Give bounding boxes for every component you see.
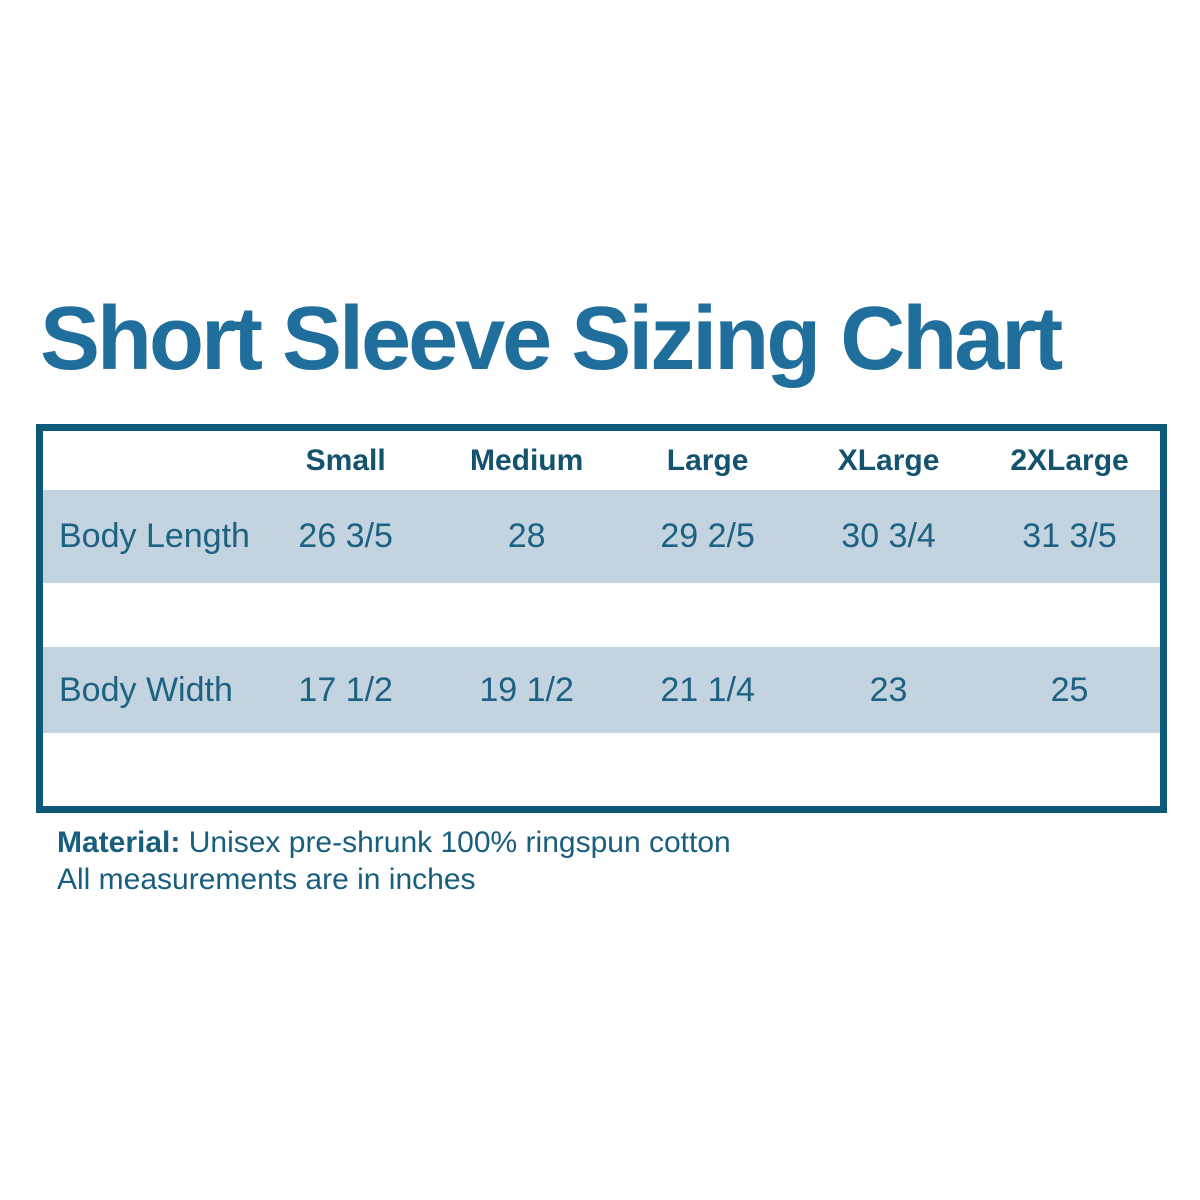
row-label-body-length: Body Length (59, 517, 250, 555)
spacer-row (43, 583, 1160, 647)
column-header-xlarge: XLarge (837, 443, 940, 477)
cell-body-length-xlarge: 30 3/4 (841, 517, 936, 555)
material-value: Unisex pre-shrunk 100% ringspun cotton (188, 826, 731, 859)
column-header-large: Large (666, 443, 749, 477)
cell-body-length-large: 29 2/5 (660, 517, 755, 555)
material-label: Material: (57, 826, 181, 859)
material-line: Material: Unisex pre-shrunk 100% ringspu… (57, 824, 731, 861)
row-label-body-width: Body Width (59, 670, 233, 709)
header-empty-cell (43, 431, 255, 490)
cell-body-width-2xlarge: 25 (1050, 670, 1089, 709)
table-header-row: Small Medium Large XLarge 2XLarge (43, 431, 1160, 490)
cell-body-length-medium: 28 (507, 517, 546, 555)
table-row-body-width: Body Width 17 1/2 19 1/2 21 1/4 23 25 (43, 647, 1160, 733)
cell-body-length-2xlarge: 31 3/5 (1022, 517, 1117, 555)
sizing-table: Small Medium Large XLarge 2XLarge Body L… (36, 424, 1167, 813)
footer-notes: Material: Unisex pre-shrunk 100% ringspu… (57, 824, 731, 898)
cell-body-width-xlarge: 23 (869, 670, 908, 709)
page-title: Short Sleeve Sizing Chart (40, 289, 1063, 389)
column-header-2xlarge: 2XLarge (1010, 443, 1129, 477)
cell-body-width-small: 17 1/2 (298, 670, 393, 709)
cell-body-width-medium: 19 1/2 (479, 670, 574, 709)
table-row-body-length: Body Length 26 3/5 28 29 2/5 30 3/4 31 3… (43, 490, 1160, 583)
column-header-medium: Medium (469, 443, 584, 477)
cell-body-width-large: 21 1/4 (660, 670, 755, 709)
spacer-row-bottom (43, 733, 1160, 806)
measurements-note: All measurements are in inches (57, 863, 476, 896)
cell-body-length-small: 26 3/5 (298, 517, 393, 555)
column-header-small: Small (305, 443, 386, 477)
